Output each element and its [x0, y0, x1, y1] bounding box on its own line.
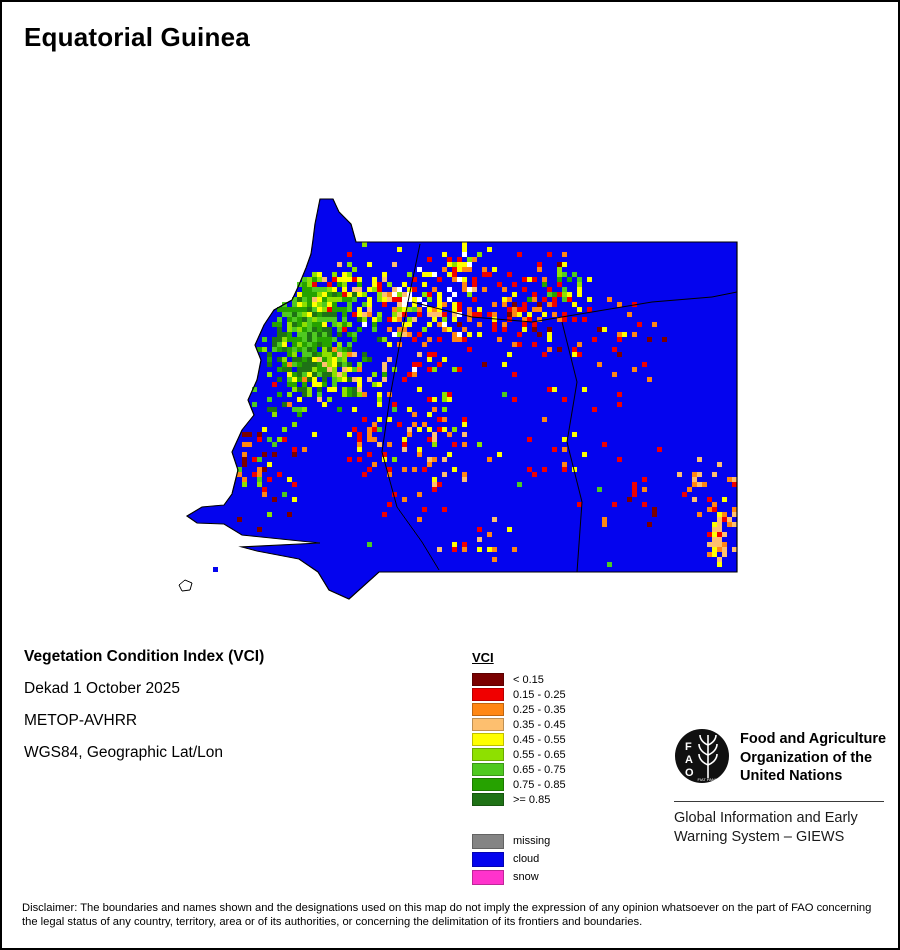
legend-swatch	[472, 733, 504, 746]
legend-swatch	[472, 703, 504, 716]
fao-org-line: United Nations	[740, 768, 843, 784]
legend-item: < 0.15	[472, 672, 566, 687]
legend-swatch	[472, 688, 504, 701]
legend-label: 0.15 - 0.25	[513, 688, 566, 701]
map-info-block: Vegetation Condition Index (VCI) Dekad 1…	[24, 648, 264, 776]
fao-motto: FIAT PANIS	[697, 777, 718, 782]
legend-item: cloud	[472, 850, 566, 868]
legend-label: snow	[513, 871, 539, 883]
legend-item: snow	[472, 868, 566, 886]
legend-item: >= 0.85	[472, 792, 566, 807]
legend: VCI < 0.15 0.15 - 0.25 0.25 - 0.35 0.35 …	[472, 650, 566, 886]
wheat-ear-icon	[698, 734, 718, 778]
info-dekad: Dekad 1 October 2025	[24, 680, 180, 697]
fao-letter-f: F	[685, 741, 692, 753]
legend-item: missing	[472, 832, 566, 850]
fao-logo-icon: F A O FIAT PANIS	[675, 729, 729, 783]
giews-line: Global Information and Early	[674, 810, 858, 826]
legend-label: 0.45 - 0.55	[513, 733, 566, 746]
legend-label: 0.35 - 0.45	[513, 718, 566, 731]
legend-item: 0.15 - 0.25	[472, 687, 566, 702]
fao-org-line: Organization of the	[740, 749, 873, 766]
legend-item: 0.55 - 0.65	[472, 747, 566, 762]
legend-swatch	[472, 748, 504, 761]
legend-swatch	[472, 833, 504, 849]
legend-label: cloud	[513, 853, 540, 865]
legend-label: >= 0.85	[513, 793, 551, 806]
legend-swatch	[472, 763, 504, 776]
legend-item: 0.35 - 0.45	[472, 717, 566, 732]
fao-logo-background	[675, 729, 729, 783]
legend-item: 0.65 - 0.75	[472, 762, 566, 777]
giews-label: Global Information and Early Warning Sys…	[674, 809, 858, 846]
legend-label: 0.25 - 0.35	[513, 703, 566, 716]
legend-title: VCI	[472, 650, 494, 665]
fao-letter-o: O	[685, 767, 694, 779]
legend-swatch	[472, 793, 504, 806]
legend-swatch	[472, 673, 504, 686]
vci-map-canvas	[177, 197, 742, 607]
giews-line: Warning System – GIEWS	[674, 828, 845, 845]
legend-swatch	[472, 778, 504, 791]
fao-org-name: Food and Agriculture Organization of the…	[740, 728, 886, 786]
fao-block: F A O FIAT PANIS Food and Agriculture Or…	[674, 728, 886, 786]
legend-label: < 0.15	[513, 673, 544, 686]
fao-letter-a: A	[685, 754, 693, 766]
disclaimer-text: Disclaimer: The boundaries and names sho…	[22, 902, 872, 928]
page-title: Equatorial Guinea	[24, 22, 250, 52]
legend-item: 0.45 - 0.55	[472, 732, 566, 747]
legend-item: 0.75 - 0.85	[472, 777, 566, 792]
legend-label: 0.55 - 0.65	[513, 748, 566, 761]
info-sensor: METOP-AVHRR	[24, 712, 138, 729]
legend-extra: missing cloud snow	[472, 832, 566, 886]
legend-swatch	[472, 851, 504, 867]
fao-org-line: Food and Agriculture	[740, 731, 887, 747]
info-product: Vegetation Condition Index (VCI)	[24, 648, 265, 665]
legend-item: 0.25 - 0.35	[472, 702, 566, 717]
info-projection: WGS84, Geographic Lat/Lon	[24, 744, 224, 761]
legend-swatch	[472, 869, 504, 885]
legend-label: 0.75 - 0.85	[513, 778, 566, 791]
footer-divider	[674, 801, 884, 802]
map-container	[177, 197, 742, 607]
legend-swatch	[472, 718, 504, 731]
legend-label: missing	[513, 835, 551, 847]
legend-label: 0.65 - 0.75	[513, 763, 566, 776]
legend-classes: < 0.15 0.15 - 0.25 0.25 - 0.35 0.35 - 0.…	[472, 672, 566, 807]
